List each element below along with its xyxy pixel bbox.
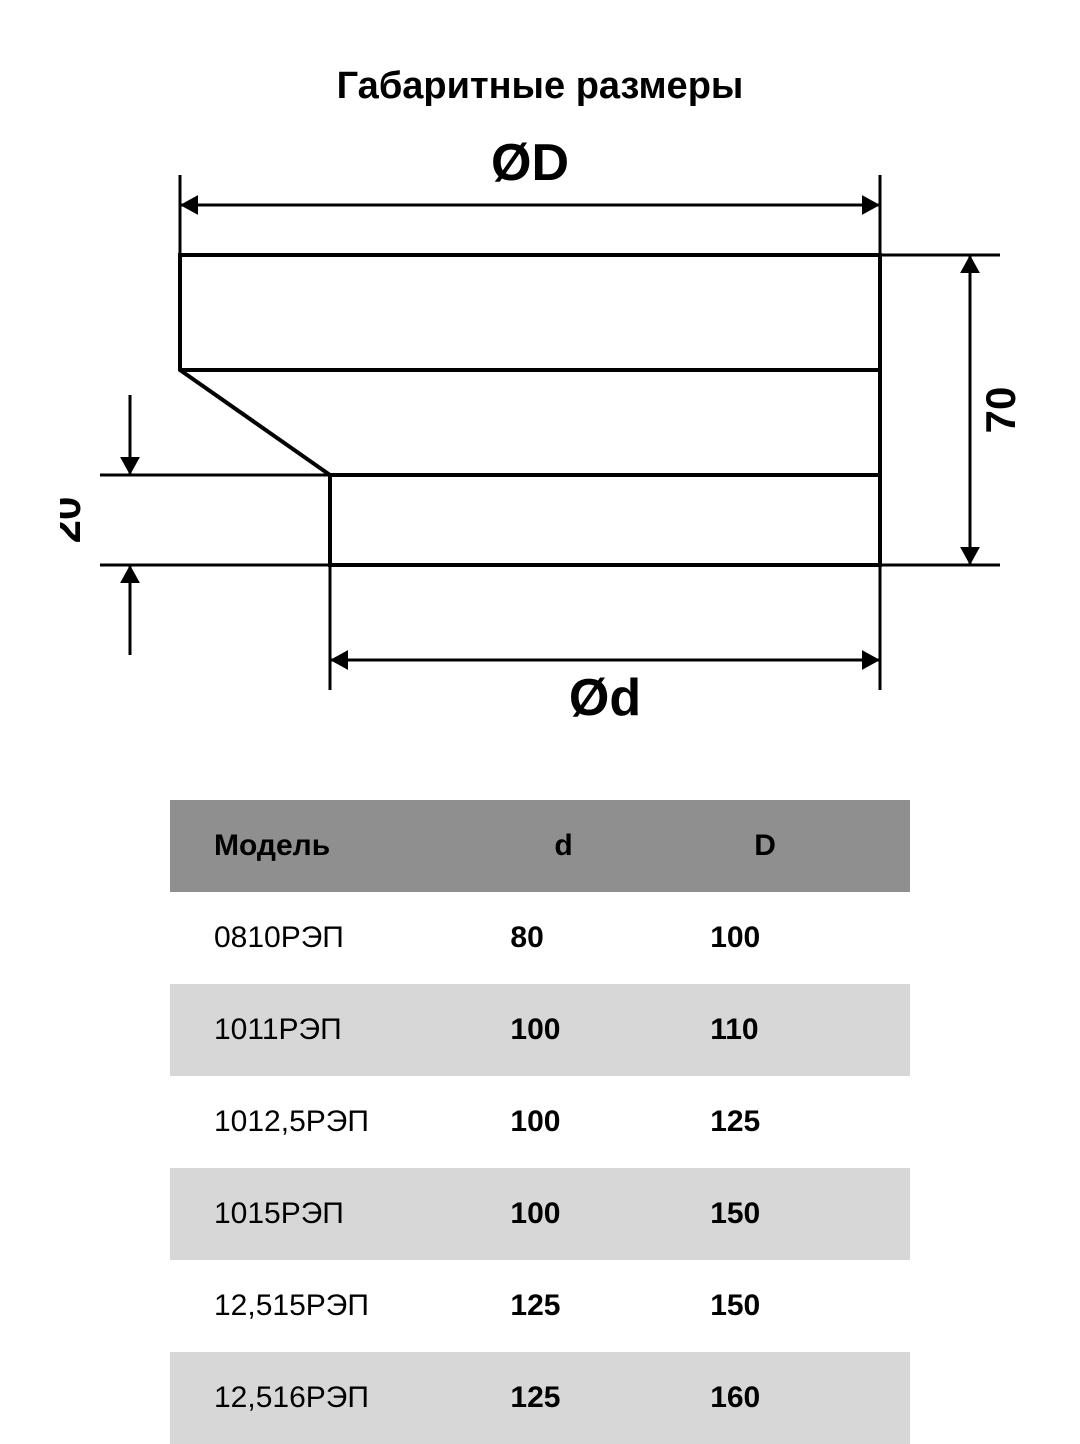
cell-d: 100 (510, 1076, 710, 1168)
cell-D: 100 (710, 892, 910, 984)
cell-D: 150 (710, 1168, 910, 1260)
table-row: 1012,5РЭП100125 (170, 1076, 910, 1168)
dimensions-table: Модель d D 0810РЭП801001011РЭП1001101012… (170, 800, 910, 1444)
col-header-D: D (710, 800, 910, 892)
cell-d: 125 (510, 1260, 710, 1352)
col-header-d: d (510, 800, 710, 892)
table-row: 1011РЭП100110 (170, 984, 910, 1076)
cell-D: 110 (710, 984, 910, 1076)
cell-model: 12,515РЭП (170, 1260, 510, 1352)
cell-D: 150 (710, 1260, 910, 1352)
cell-d: 100 (510, 984, 710, 1076)
cell-d: 125 (510, 1352, 710, 1444)
dimension-diagram: ØD Ød 70 20 (60, 115, 1020, 765)
cell-D: 125 (710, 1076, 910, 1168)
cell-d: 100 (510, 1168, 710, 1260)
col-header-model: Модель (170, 800, 510, 892)
cell-D: 160 (710, 1352, 910, 1444)
table-header-row: Модель d D (170, 800, 910, 892)
table-row: 12,516РЭП125160 (170, 1352, 910, 1444)
svg-text:70: 70 (977, 387, 1020, 434)
svg-text:20: 20 (60, 497, 89, 544)
table-row: 1015РЭП100150 (170, 1168, 910, 1260)
cell-model: 1011РЭП (170, 984, 510, 1076)
cell-model: 1015РЭП (170, 1168, 510, 1260)
cell-model: 12,516РЭП (170, 1352, 510, 1444)
cell-d: 80 (510, 892, 710, 984)
table-row: 0810РЭП80100 (170, 892, 910, 984)
svg-text:ØD: ØD (491, 134, 569, 192)
svg-text:Ød: Ød (569, 669, 641, 727)
cell-model: 0810РЭП (170, 892, 510, 984)
cell-model: 1012,5РЭП (170, 1076, 510, 1168)
page-title: Габаритные размеры (0, 65, 1080, 108)
table-row: 12,515РЭП125150 (170, 1260, 910, 1352)
